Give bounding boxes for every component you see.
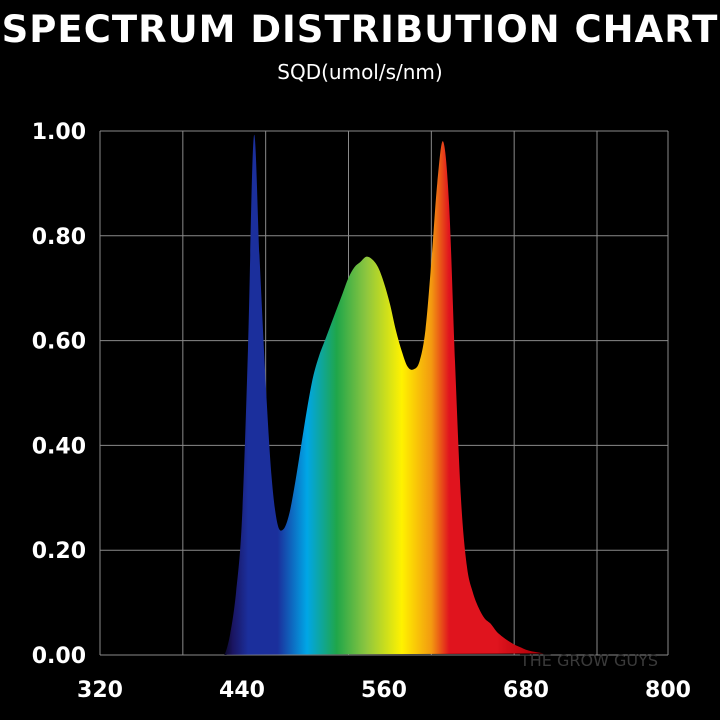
- y-tick-label: 0.40: [32, 434, 86, 459]
- axis-ticks: 0.00 0.20 0.40 0.60 0.80 1.00 320 440 560 680 800: [32, 120, 691, 703]
- x-tick-label: 440: [219, 678, 265, 703]
- y-tick-label: 0.00: [32, 644, 86, 669]
- x-tick-label: 560: [361, 678, 407, 703]
- y-tick-label: 0.60: [32, 330, 86, 355]
- spectrum-area: [171, 134, 544, 656]
- y-tick-label: 0.20: [32, 539, 86, 564]
- chart-title: SPECTRUM DISTRIBUTION CHART: [1, 8, 719, 51]
- watermark: THE GROW GUYS: [519, 651, 658, 670]
- spectrum-series-area: [171, 134, 544, 656]
- x-tick-label: 800: [645, 678, 691, 703]
- y-tick-label: 1.00: [32, 120, 86, 145]
- x-tick-label: 320: [77, 678, 123, 703]
- x-tick-label: 680: [503, 678, 549, 703]
- y-tick-label: 0.80: [32, 225, 86, 250]
- y-axis-label: SQD(umol/s/nm): [277, 60, 443, 84]
